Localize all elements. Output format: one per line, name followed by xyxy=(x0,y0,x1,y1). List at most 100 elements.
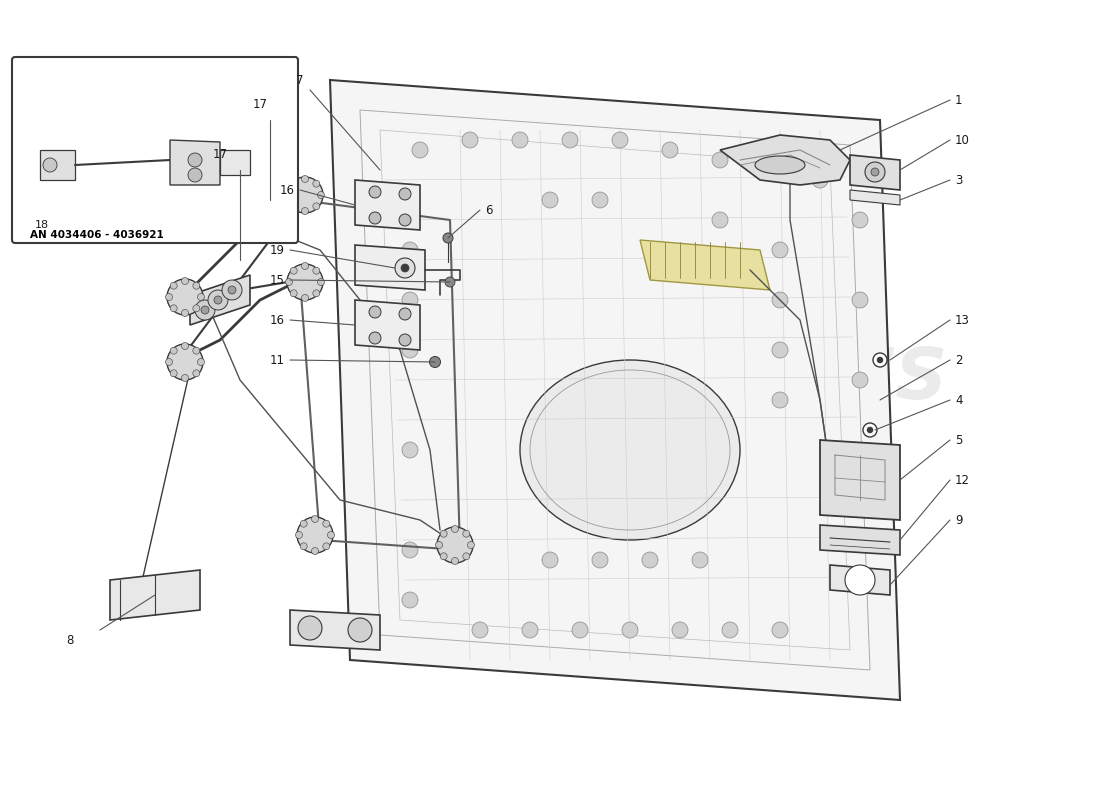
Polygon shape xyxy=(820,525,900,555)
Circle shape xyxy=(402,192,418,208)
Circle shape xyxy=(522,622,538,638)
FancyBboxPatch shape xyxy=(12,57,298,243)
Circle shape xyxy=(188,153,202,167)
Circle shape xyxy=(182,374,188,382)
Circle shape xyxy=(208,290,228,310)
Circle shape xyxy=(845,565,875,595)
Text: 9: 9 xyxy=(955,514,962,526)
Bar xyxy=(40,150,75,180)
Circle shape xyxy=(198,358,205,366)
Circle shape xyxy=(772,392,788,408)
Circle shape xyxy=(877,357,883,363)
Circle shape xyxy=(192,282,200,289)
Polygon shape xyxy=(170,140,220,185)
Circle shape xyxy=(182,310,188,317)
Circle shape xyxy=(214,296,222,304)
Circle shape xyxy=(170,282,177,289)
Circle shape xyxy=(712,212,728,228)
Circle shape xyxy=(562,132,578,148)
Circle shape xyxy=(772,242,788,258)
Circle shape xyxy=(301,207,308,214)
Circle shape xyxy=(463,553,470,560)
Circle shape xyxy=(312,267,320,274)
Circle shape xyxy=(322,520,330,527)
Circle shape xyxy=(297,517,333,553)
Text: 8: 8 xyxy=(66,634,74,646)
Text: 16: 16 xyxy=(270,314,285,326)
Circle shape xyxy=(722,622,738,638)
Polygon shape xyxy=(355,245,425,290)
Circle shape xyxy=(451,558,459,565)
Circle shape xyxy=(852,292,868,308)
Circle shape xyxy=(198,294,205,301)
Circle shape xyxy=(399,334,411,346)
Circle shape xyxy=(402,342,418,358)
Circle shape xyxy=(290,203,297,210)
Circle shape xyxy=(170,370,177,377)
Ellipse shape xyxy=(755,156,805,174)
Circle shape xyxy=(451,526,459,533)
Text: 2: 2 xyxy=(955,354,962,366)
Circle shape xyxy=(170,305,177,312)
Circle shape xyxy=(301,294,308,302)
Circle shape xyxy=(772,622,788,638)
Circle shape xyxy=(429,357,440,367)
Circle shape xyxy=(312,290,320,297)
Circle shape xyxy=(572,622,588,638)
Circle shape xyxy=(621,622,638,638)
Text: 10: 10 xyxy=(955,134,970,146)
Circle shape xyxy=(437,527,473,563)
Circle shape xyxy=(871,168,879,176)
Text: 1985: 1985 xyxy=(785,216,874,284)
Circle shape xyxy=(318,278,324,286)
Text: 3: 3 xyxy=(955,174,962,186)
Circle shape xyxy=(402,592,418,608)
Circle shape xyxy=(399,308,411,320)
Circle shape xyxy=(192,305,200,312)
Circle shape xyxy=(542,192,558,208)
Circle shape xyxy=(195,300,214,320)
Circle shape xyxy=(368,186,381,198)
Polygon shape xyxy=(640,240,770,290)
Circle shape xyxy=(311,515,319,522)
Polygon shape xyxy=(190,275,250,325)
Text: 1: 1 xyxy=(955,94,962,106)
Circle shape xyxy=(852,212,868,228)
Circle shape xyxy=(762,162,778,178)
Text: 6: 6 xyxy=(485,203,493,217)
Circle shape xyxy=(296,531,303,538)
Circle shape xyxy=(440,553,448,560)
Polygon shape xyxy=(110,570,200,620)
Text: 7: 7 xyxy=(296,74,304,86)
Circle shape xyxy=(228,286,236,294)
Circle shape xyxy=(322,543,330,550)
Text: 18: 18 xyxy=(35,220,50,230)
Circle shape xyxy=(328,531,334,538)
Circle shape xyxy=(290,290,297,297)
Circle shape xyxy=(402,242,418,258)
Circle shape xyxy=(165,294,173,301)
Circle shape xyxy=(298,616,322,640)
Circle shape xyxy=(43,158,57,172)
Circle shape xyxy=(642,552,658,568)
Circle shape xyxy=(692,552,708,568)
Circle shape xyxy=(446,277,455,287)
Circle shape xyxy=(864,423,877,437)
Circle shape xyxy=(222,280,242,300)
Circle shape xyxy=(402,292,418,308)
Circle shape xyxy=(402,542,418,558)
Circle shape xyxy=(182,278,188,285)
Circle shape xyxy=(712,152,728,168)
Circle shape xyxy=(312,203,320,210)
Circle shape xyxy=(301,262,308,270)
Circle shape xyxy=(399,188,411,200)
Circle shape xyxy=(463,530,470,537)
Circle shape xyxy=(290,180,297,187)
Circle shape xyxy=(368,306,381,318)
Circle shape xyxy=(592,552,608,568)
Text: a passion for parts since 1985: a passion for parts since 1985 xyxy=(534,415,827,485)
Circle shape xyxy=(662,142,678,158)
Circle shape xyxy=(865,162,886,182)
Polygon shape xyxy=(355,300,420,350)
Circle shape xyxy=(188,168,202,182)
